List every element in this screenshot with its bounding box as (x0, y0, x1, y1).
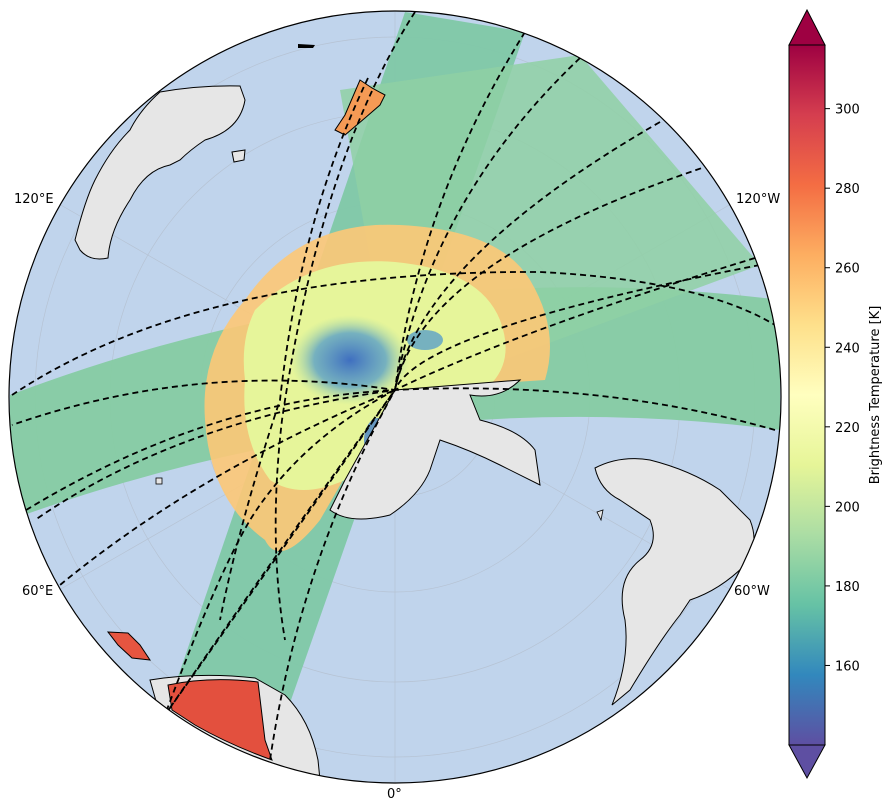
label-lon-120w: 120°W (736, 192, 780, 207)
colorbar: 160 180 200 220 240 260 280 300 Brightness Temp… (788, 8, 883, 780)
colorbar-extend-bottom (788, 744, 826, 780)
land-madagascar (106, 631, 152, 661)
colorbar-tick-label: 280 (835, 182, 860, 197)
label-lon-60w: 60°W (734, 584, 770, 599)
island-kerguelen (155, 477, 163, 485)
land-australia (74, 85, 246, 260)
colorbar-tick-label: 180 (835, 580, 860, 595)
cold-spot-2 (407, 330, 443, 350)
cold-pole (290, 315, 410, 405)
colorbar-tick-label: 300 (835, 103, 860, 118)
colorbar-tick-label: 260 (835, 262, 860, 277)
colorbar-tick-label: 200 (835, 500, 860, 515)
colorbar-tick-label: 160 (835, 659, 860, 674)
colorbar-tick-label: 220 (835, 421, 860, 436)
land-africa-observed (167, 679, 273, 761)
swath-edges (9, 11, 776, 761)
land-tasmania (231, 149, 246, 163)
globe-content (9, 11, 780, 783)
colorbar-ticks: 160 180 200 220 240 260 280 300 (825, 103, 860, 674)
globe-outline (8, 10, 782, 784)
colorbar-title: Brightness Temperature [K] (868, 306, 883, 485)
land-new-zealand (334, 79, 386, 136)
island-top (298, 44, 315, 48)
label-lon-120e: 120°E (14, 192, 54, 207)
label-lon-60e: 60°E (22, 584, 53, 599)
colorbar-body (788, 44, 826, 746)
label-lon-0: 0° (387, 787, 402, 802)
island-falklands (596, 509, 604, 522)
colorbar-tick-label: 240 (835, 341, 860, 356)
land-south-america (594, 458, 755, 706)
colorbar-extend-top (788, 8, 826, 46)
